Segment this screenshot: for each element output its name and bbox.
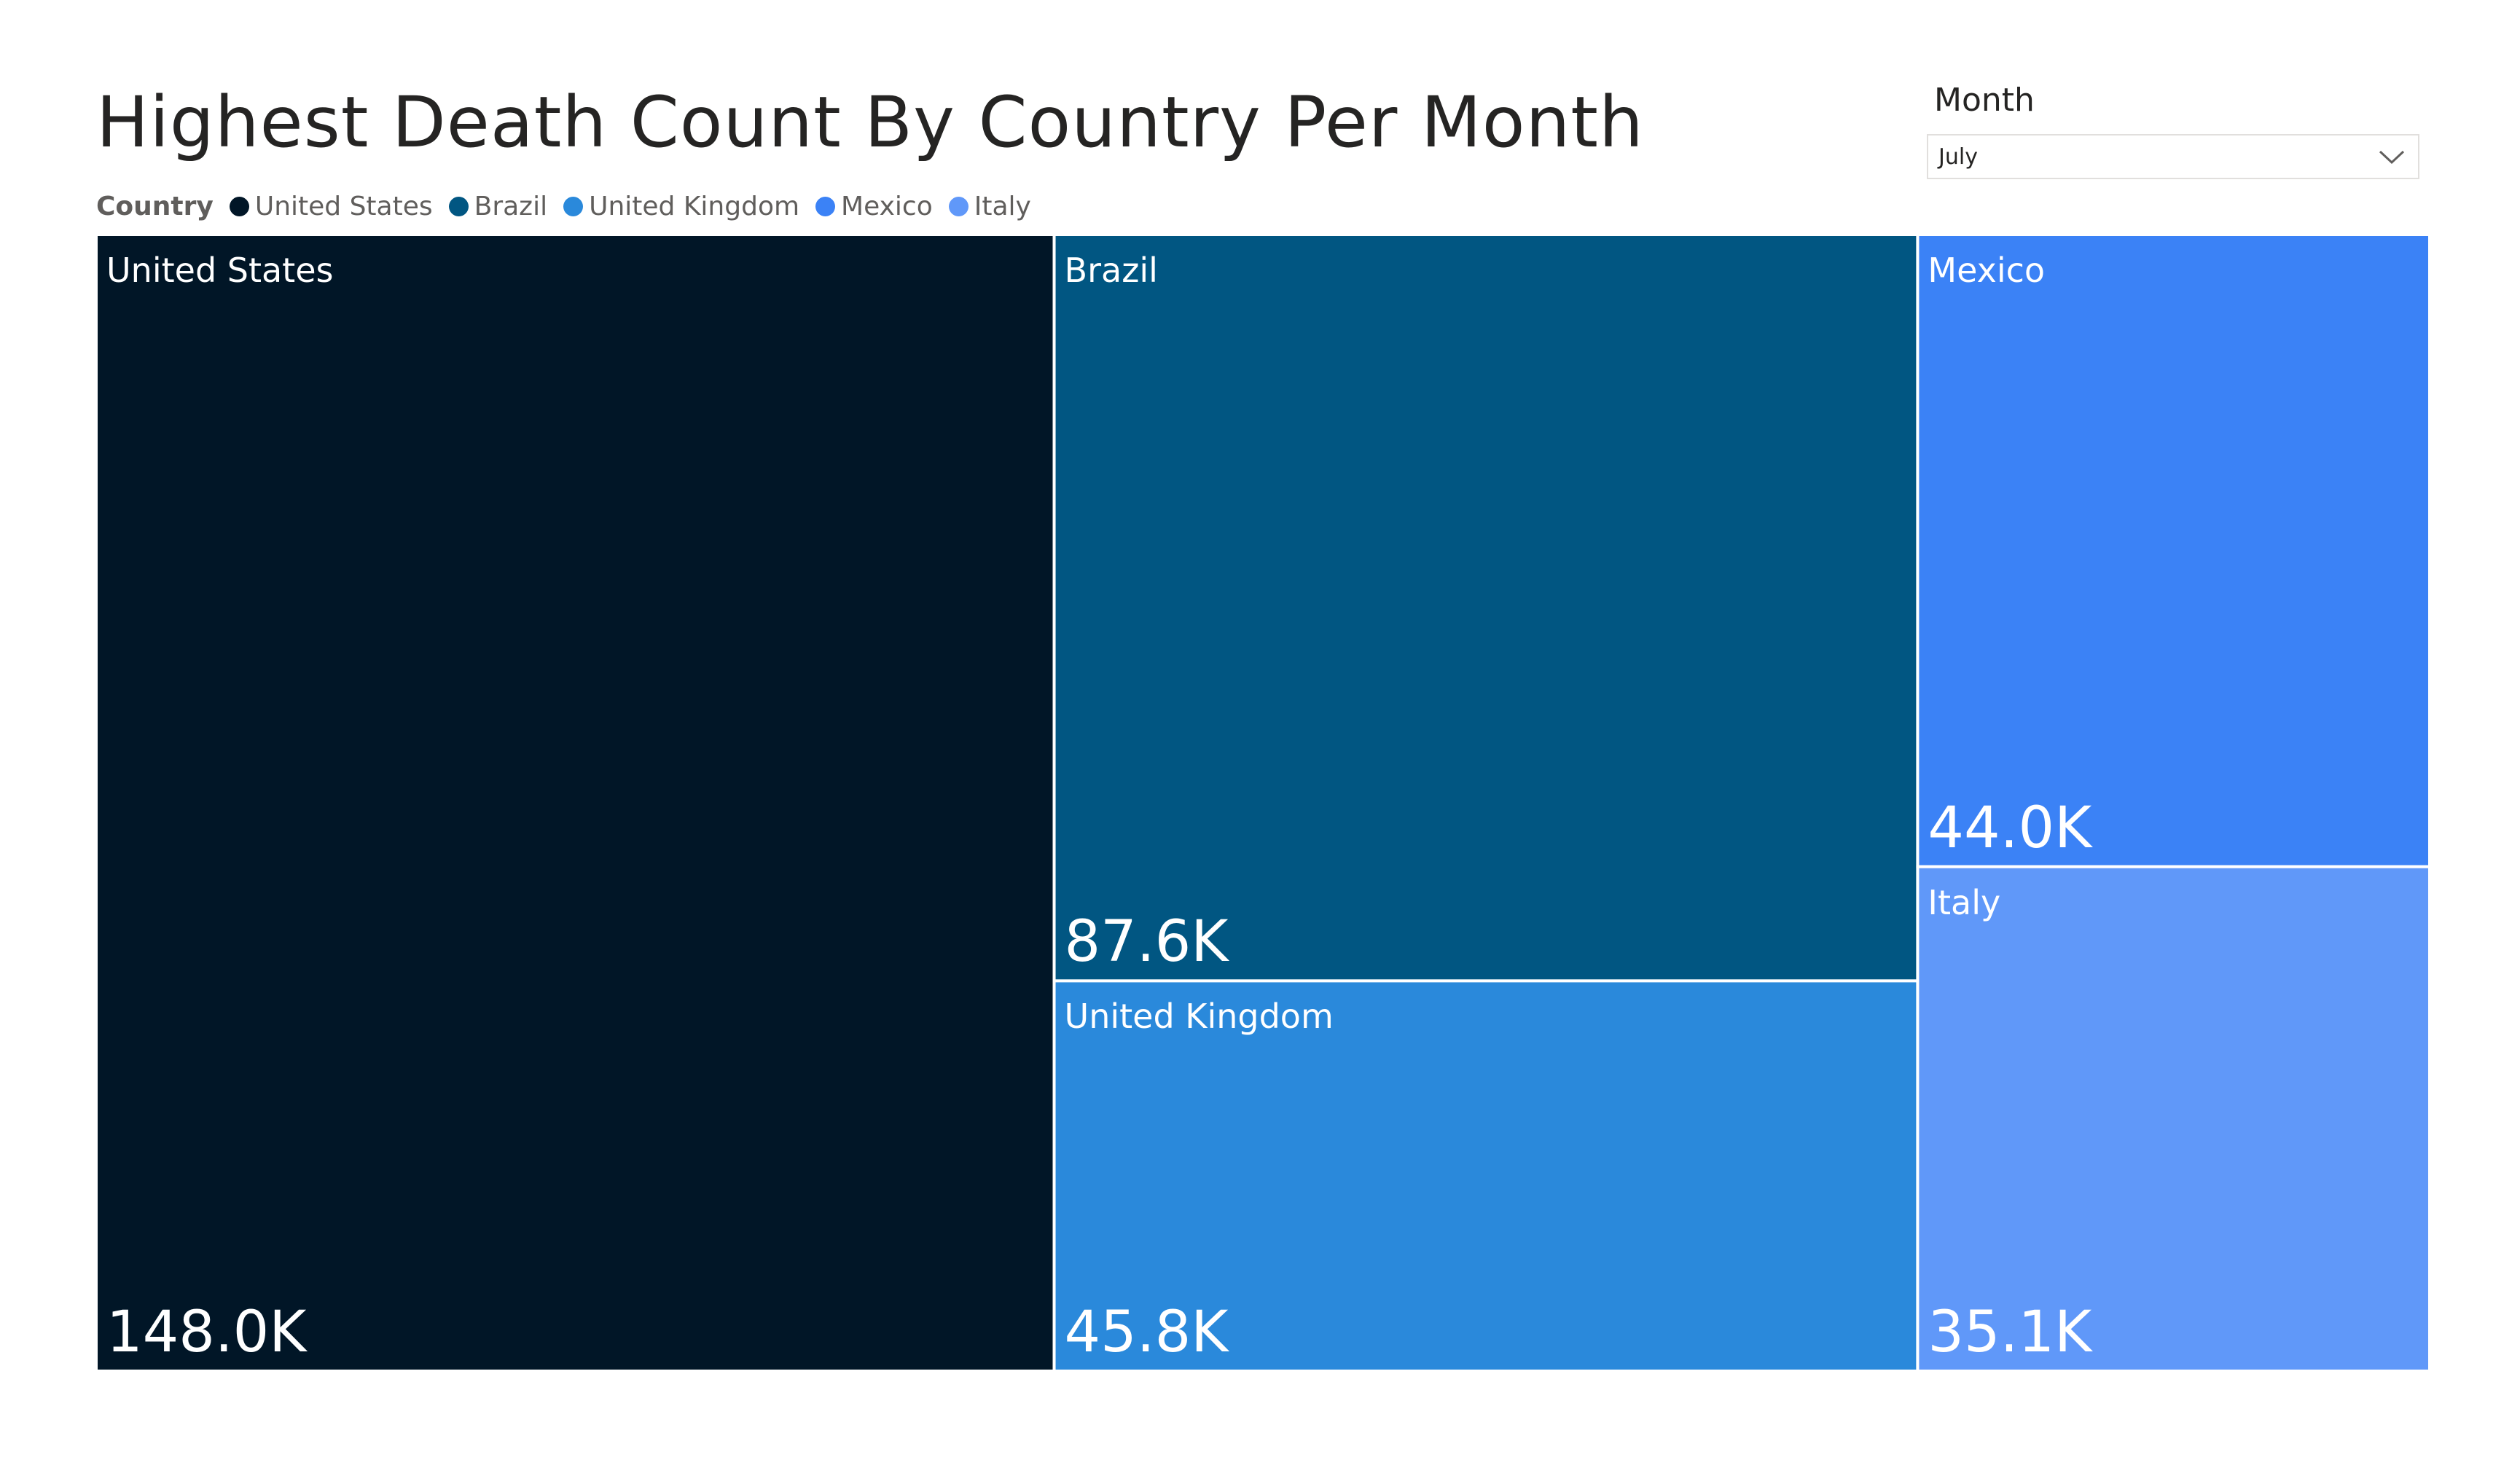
- legend-marker: [229, 196, 249, 216]
- treemap-chart: United States 148.0K Brazil 87.6K United Kin…: [96, 235, 2430, 1371]
- legend-marker: [815, 196, 836, 216]
- legend-marker: [448, 196, 469, 216]
- legend-item-mexico[interactable]: Mexico: [815, 192, 933, 221]
- tile-label-mexico: Mexico: [1928, 251, 2046, 290]
- legend-label: Italy: [974, 191, 1031, 221]
- tile-value-brazil: 87.6K: [1064, 909, 1229, 975]
- tile-value-italy: 35.1K: [1928, 1300, 2092, 1365]
- legend-item-united-states[interactable]: United States: [229, 191, 433, 221]
- legend-label: Mexico: [841, 191, 933, 221]
- chart-title: Highest Death Count By Country Per Month: [96, 82, 1644, 163]
- legend-marker: [563, 196, 584, 216]
- tile-value-united-kingdom: 45.8K: [1064, 1300, 1229, 1365]
- tile-value-united-states: 148.0K: [106, 1300, 307, 1365]
- treemap-tile-united-states[interactable]: [96, 235, 1056, 1371]
- legend: Country United States Brazil United Kingdo…: [96, 188, 1047, 224]
- treemap-tile-united-kingdom[interactable]: [1052, 979, 1920, 1371]
- legend-item-italy[interactable]: Italy: [948, 191, 1031, 221]
- legend-label: Brazil: [474, 191, 548, 221]
- legend-marker: [948, 196, 969, 216]
- treemap-tile-mexico[interactable]: [1916, 235, 2430, 868]
- month-slicer-dropdown[interactable]: July: [1927, 134, 2419, 179]
- chevron-down-icon: [2379, 150, 2405, 165]
- tile-label-brazil: Brazil: [1064, 251, 1158, 290]
- tile-label-italy: Italy: [1928, 882, 2001, 922]
- tile-value-mexico: 44.0K: [1928, 795, 2092, 861]
- treemap-svg: [96, 235, 2430, 1371]
- legend-label: United States: [254, 191, 433, 221]
- tile-label-united-kingdom: United Kingdom: [1064, 997, 1334, 1037]
- legend-label: United Kingdom: [589, 191, 800, 221]
- tile-label-united-states: United States: [106, 251, 334, 290]
- legend-item-brazil[interactable]: Brazil: [448, 191, 548, 221]
- legend-title: Country: [96, 191, 214, 221]
- legend-item-united-kingdom[interactable]: United Kingdom: [563, 192, 799, 221]
- treemap-tile-brazil[interactable]: [1052, 235, 1920, 983]
- treemap-tile-italy[interactable]: [1916, 865, 2430, 1371]
- month-slicer-value: July: [1938, 144, 1978, 170]
- month-slicer-label: Month: [1934, 82, 2035, 119]
